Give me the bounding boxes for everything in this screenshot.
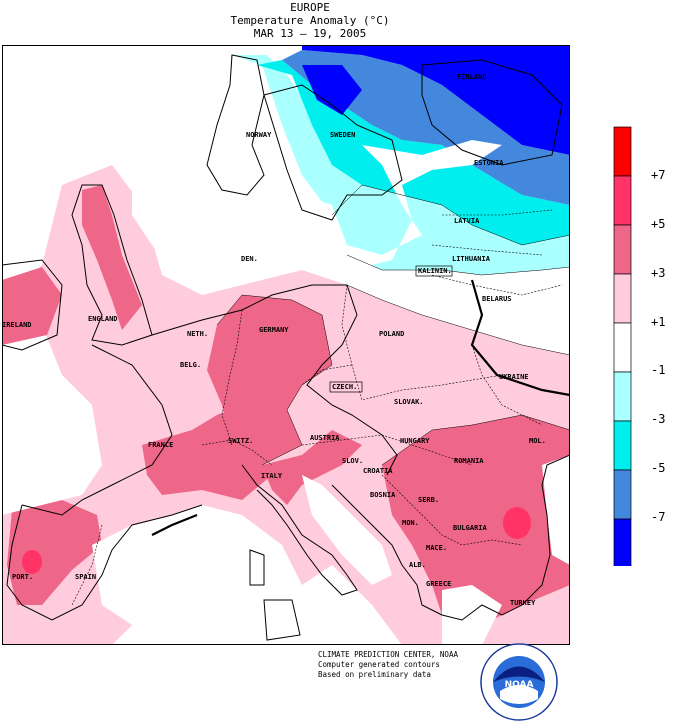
legend-swatch [613, 518, 632, 569]
legend-swatch [613, 371, 632, 422]
anomaly-zone-neg7 [302, 45, 570, 155]
sea-north-sea [132, 175, 252, 290]
legend-swatch [613, 126, 632, 177]
label-turkey: TURKEY [510, 599, 536, 607]
sea-adriatic [302, 475, 392, 585]
label-lithuania: LITHUANIA [452, 255, 491, 263]
label-mol: MOL. [529, 437, 546, 445]
anomaly-zone-neg7-sweden [302, 65, 362, 115]
label-bosnia: BOSNIA [370, 491, 396, 499]
legend-tick-label: -3 [651, 412, 666, 426]
sea-black-sea [542, 455, 570, 565]
anomaly-zone-neg1 [232, 55, 570, 275]
label-finland: FINLAND [457, 73, 487, 81]
legend-tick-label: -7 [651, 510, 666, 524]
country-borders [71, 209, 563, 606]
label-ireland: IRELAND [2, 321, 32, 329]
label-ukraine: UKRAINE [499, 373, 529, 381]
legend-tick-label: +3 [651, 266, 666, 280]
noaa-logo: NOAA [480, 643, 558, 721]
sea-bay-of-biscay [2, 345, 102, 515]
label-england: ENGLAND [88, 315, 118, 323]
logo-text: NOAA [505, 680, 534, 690]
label-kalinin: KALININ. [418, 267, 452, 275]
temperature-anomaly-map: FINLAND NORWAY SWEDEN ESTONIA LATVIA LIT… [2, 45, 570, 645]
sea-baltic [302, 140, 502, 270]
label-port: PORT. [12, 573, 33, 581]
label-alb: ALB. [409, 561, 426, 569]
map-subtitle: Temperature Anomaly (°C) [230, 14, 390, 27]
label-czech: CZECH. [332, 383, 357, 391]
anomaly-zone-pos3-balkans [382, 415, 570, 625]
label-box-kalinin [415, 265, 453, 277]
legend-tick-label: -1 [651, 363, 666, 377]
legend-colorbar [613, 126, 632, 569]
anomaly-zone-pos1-spot [424, 333, 444, 357]
anomaly-zone-pos5-bulgaria [503, 507, 531, 539]
map-title: EUROPE [290, 1, 330, 14]
anomaly-zone-pos5-portugal [22, 550, 42, 574]
label-estonia: ESTONIA [474, 159, 504, 167]
legend-swatch [613, 224, 632, 275]
label-norway: NORWAY [246, 131, 272, 139]
sea-mediterranean [92, 505, 402, 645]
label-austria: AUSTRIA [310, 434, 340, 442]
color-legend [613, 126, 633, 570]
legend-tick-label: +1 [651, 315, 666, 329]
label-serb: SERB. [418, 496, 439, 504]
legend-swatch [613, 322, 632, 373]
map-frame [2, 45, 570, 645]
anomaly-zone-pos3-france [142, 405, 272, 500]
sea-atlantic-west [2, 45, 232, 235]
label-hungary: HUNGARY [400, 437, 430, 445]
legend-swatch [613, 273, 632, 324]
credit-line-1: CLIMATE PREDICTION CENTER, NOAA [318, 650, 458, 659]
legend-swatch [613, 175, 632, 226]
legend-tick-label: -5 [651, 461, 666, 475]
major-borders [151, 279, 570, 536]
label-switz: SWITZ. [228, 437, 253, 445]
label-latvia: LATVIA [454, 217, 480, 225]
label-belg: BELG. [180, 361, 201, 369]
label-romania: ROMANIA [454, 457, 484, 465]
label-den: DEN. [241, 255, 258, 263]
label-box-czech [329, 381, 363, 393]
label-slov: SLOV. [342, 457, 363, 465]
label-mon: MON. [402, 519, 419, 527]
credit-line-3: Based on preliminary data [318, 670, 431, 679]
credit-block: CLIMATE PREDICTION CENTER, NOAA Computer… [318, 650, 458, 680]
label-belarus: BELARUS [482, 295, 512, 303]
legend-tick-label: +7 [651, 168, 666, 182]
anomaly-zone-pos3-italy [262, 430, 362, 505]
legend-swatch [613, 420, 632, 471]
label-italy: ITALY [261, 472, 283, 480]
label-france: FRANCE [148, 441, 173, 449]
label-spain: SPAIN [75, 573, 96, 581]
anomaly-zone-pos3-ireland [2, 267, 62, 345]
map-date-range: MAR 13 – 19, 2005 [253, 27, 367, 40]
label-bulgaria: BULGARIA [453, 524, 488, 532]
label-germany: GERMANY [259, 326, 289, 334]
legend-swatch [613, 469, 632, 520]
credit-line-2: Computer generated contours [318, 660, 440, 669]
contour-lines [216, 184, 570, 466]
legend-tick-label: +5 [651, 217, 666, 231]
label-mace: MACE. [426, 544, 447, 552]
anomaly-zone-pos3-britain [82, 185, 142, 330]
label-slovak: SLOVAK. [394, 398, 424, 406]
label-greece: GREECE [426, 580, 451, 588]
label-neth: NETH. [187, 330, 208, 338]
label-sweden: SWEDEN [330, 131, 355, 139]
anomaly-zone-neutral [347, 267, 570, 355]
label-croatia: CROATIA [363, 467, 393, 475]
label-poland: POLAND [379, 330, 404, 338]
coastlines [2, 54, 570, 641]
anomaly-zone-pos3-iberia [7, 500, 102, 605]
sea-aegean [442, 585, 502, 645]
